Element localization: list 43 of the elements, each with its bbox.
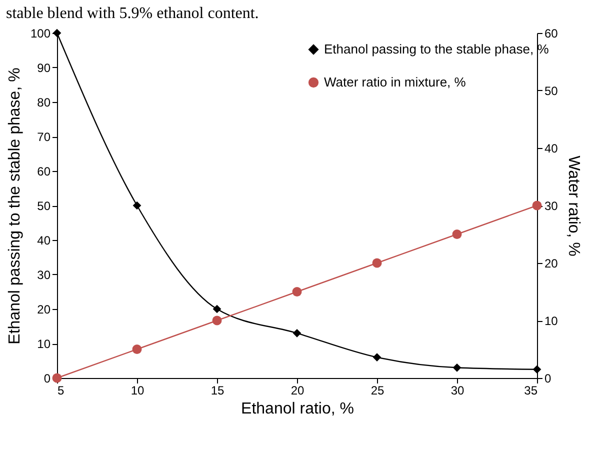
point bbox=[372, 258, 382, 268]
y2-tick-label: 10 bbox=[544, 314, 558, 328]
y2-tick-label: 0 bbox=[544, 372, 552, 386]
y-tick-label: 0 bbox=[44, 372, 51, 386]
y-tick-label: 60 bbox=[37, 164, 51, 178]
x-tick-label: 35 bbox=[524, 384, 538, 398]
y-tick-label: 30 bbox=[37, 268, 51, 282]
y-tick-label: 90 bbox=[37, 61, 51, 75]
legend-label: Water ratio in mixture, % bbox=[324, 74, 466, 90]
y2-tick-label: 30 bbox=[544, 199, 558, 213]
y2-tick-label: 20 bbox=[544, 256, 558, 270]
y-tick-label: 70 bbox=[37, 130, 51, 144]
x-axis-title: Ethanol ratio, % bbox=[241, 400, 354, 418]
x-tick-label: 10 bbox=[130, 384, 144, 398]
x-tick-label: 25 bbox=[370, 384, 384, 398]
y2-axis-title: Water ratio, % bbox=[564, 156, 582, 256]
y2-tick-label: 40 bbox=[544, 142, 558, 156]
chart-title: stable blend with 5.9% ethanol content. bbox=[6, 5, 259, 22]
y-tick-label: 50 bbox=[37, 199, 51, 213]
point bbox=[452, 363, 462, 372]
point bbox=[532, 365, 542, 374]
x-tick-label: 20 bbox=[290, 384, 304, 398]
point bbox=[292, 328, 302, 338]
y-axis-title: Ethanol passing to the stable phase, % bbox=[6, 68, 24, 344]
y-tick-label: 20 bbox=[37, 302, 51, 316]
point bbox=[132, 201, 142, 210]
point bbox=[372, 353, 382, 362]
point bbox=[212, 316, 222, 326]
point bbox=[212, 304, 222, 314]
y-tick-label: 80 bbox=[37, 96, 51, 110]
y2-tick-label: 50 bbox=[544, 84, 558, 98]
x-tick-label: 30 bbox=[450, 384, 464, 398]
y-tick-label: 10 bbox=[37, 337, 51, 351]
x-tick-label: 15 bbox=[210, 384, 224, 398]
y-tick-label: 100 bbox=[30, 26, 51, 40]
y-tick-label: 40 bbox=[37, 234, 51, 248]
legend-label: Ethanol passing to the stable phase, % bbox=[324, 42, 550, 56]
point bbox=[532, 200, 542, 210]
point bbox=[292, 287, 302, 296]
x-tick-label: 5 bbox=[58, 384, 64, 398]
y2-tick-label: 60 bbox=[544, 26, 558, 40]
point bbox=[132, 344, 142, 354]
point bbox=[452, 230, 462, 239]
